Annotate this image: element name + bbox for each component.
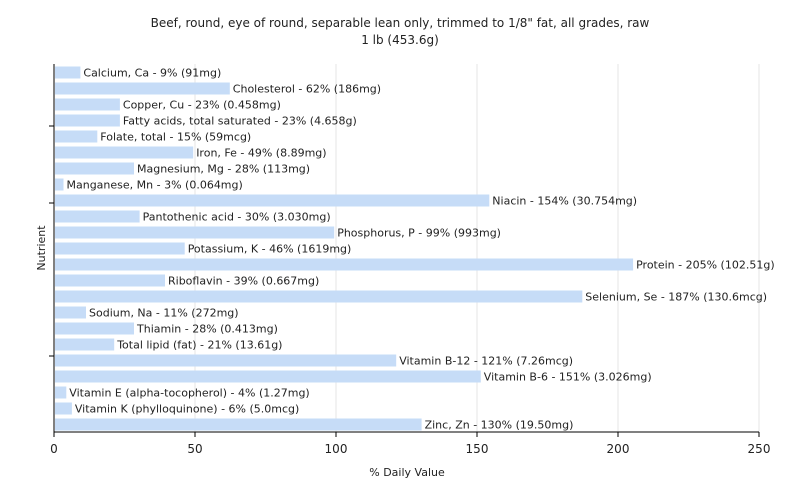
bar [55,146,194,159]
bar-label: Total lipid (fat) - 21% (13.61g) [116,339,282,352]
bar-label: Iron, Fe - 49% (8.89mg) [196,147,326,160]
x-tick-label-0: 0 [50,442,58,456]
bar-label: Potassium, K - 46% (1619mg) [188,243,352,256]
x-tick-label-150: 150 [466,442,489,456]
chart-subtitle: 1 lb (453.6g) [361,33,439,47]
bar [55,226,335,239]
chart-title: Beef, round, eye of round, separable lea… [151,16,650,30]
bar-label: Vitamin B-6 - 151% (3.026mg) [484,371,652,384]
bar [55,82,230,95]
bar-label: Manganese, Mn - 3% (0.064mg) [67,179,243,192]
x-tick-label-50: 50 [187,442,202,456]
bar [55,114,120,127]
bar-label: Cholesterol - 62% (186mg) [233,83,381,96]
bar [55,130,98,143]
bar-label: Zinc, Zn - 130% (19.50mg) [425,419,574,432]
bar [55,354,397,367]
bar [55,402,72,415]
bar [55,210,140,223]
bar-label: Protein - 205% (102.51g) [636,259,775,272]
bar [55,258,634,271]
bar-label: Copper, Cu - 23% (0.458mg) [123,99,281,112]
x-tick-label-200: 200 [607,442,630,456]
bar-label: Vitamin E (alpha-tocopherol) - 4% (1.27m… [69,387,309,400]
bar-label: Selenium, Se - 187% (130.6mcg) [585,291,767,304]
bar-label: Calcium, Ca - 9% (91mg) [83,67,221,80]
bar [55,338,115,351]
y-axis-label: Nutrient [35,225,48,271]
bar [55,370,481,383]
bar [55,306,86,319]
axis-layer: 0 50 100 150 200 250 [49,64,770,456]
bar-label: Thiamin - 28% (0.413mg) [136,323,278,336]
bar [55,98,120,111]
bar [55,66,81,79]
bar-layer: Calcium, Ca - 9% (91mg) Cholesterol - 62%… [55,66,775,432]
bar [55,386,67,399]
bar [55,194,490,207]
bar-label: Fatty acids, total saturated - 23% (4.65… [123,115,357,128]
bar-label: Phosphorus, P - 99% (993mg) [337,227,501,240]
bar-label: Folate, total - 15% (59mcg) [100,131,251,144]
bar-label: Sodium, Na - 11% (272mg) [89,307,239,320]
bar [55,274,165,287]
bar-label: Magnesium, Mg - 28% (113mg) [137,163,310,176]
bar-label: Niacin - 154% (30.754mg) [492,195,637,208]
x-tick-label-100: 100 [325,442,348,456]
x-tick-label-250: 250 [748,442,771,456]
bar [55,290,583,303]
bar [55,322,134,335]
x-axis-label: % Daily Value [369,466,445,479]
bar [55,178,64,191]
bar-label: Riboflavin - 39% (0.667mg) [168,275,319,288]
bar-label: Vitamin B-12 - 121% (7.26mcg) [399,355,573,368]
bar [55,242,185,255]
bar [55,162,134,175]
bar-label: Pantothenic acid - 30% (3.030mg) [143,211,331,224]
bar [55,418,422,431]
bar-label: Vitamin K (phylloquinone) - 6% (5.0mcg) [75,403,299,416]
